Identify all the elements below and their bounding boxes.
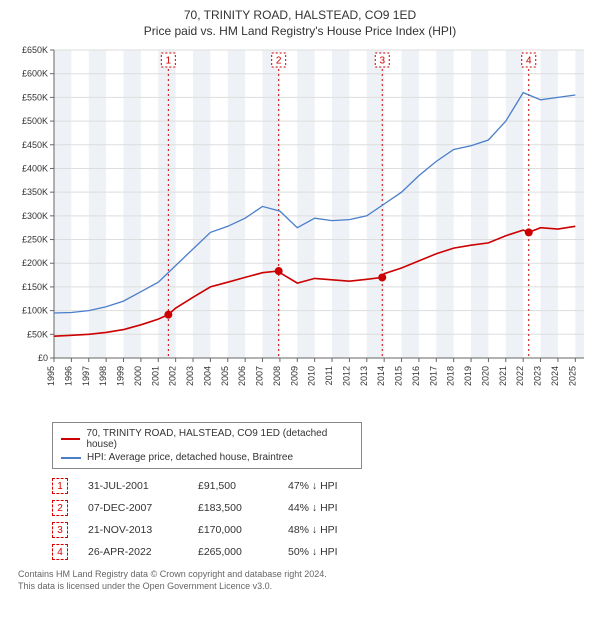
event-date: 31-JUL-2001 <box>88 480 178 492</box>
event-row: 3 21-NOV-2013 £170,000 48% ↓ HPI <box>52 519 582 541</box>
events-table: 1 31-JUL-2001 £91,500 47% ↓ HPI 2 07-DEC-2007… <box>52 475 582 563</box>
svg-text:1999: 1999 <box>116 366 126 386</box>
svg-text:2024: 2024 <box>550 366 560 386</box>
svg-text:2020: 2020 <box>480 366 490 386</box>
legend-swatch <box>61 457 81 459</box>
event-date: 21-NOV-2013 <box>88 524 178 536</box>
event-row: 1 31-JUL-2001 £91,500 47% ↓ HPI <box>52 475 582 497</box>
svg-text:2022: 2022 <box>515 366 525 386</box>
event-marker-box: 1 <box>52 478 68 494</box>
svg-text:1998: 1998 <box>98 366 108 386</box>
svg-text:2025: 2025 <box>567 366 577 386</box>
svg-text:£450K: £450K <box>22 140 48 150</box>
event-marker-box: 4 <box>52 544 68 560</box>
svg-text:2013: 2013 <box>359 366 369 386</box>
svg-text:2006: 2006 <box>237 366 247 386</box>
svg-text:1996: 1996 <box>63 366 73 386</box>
svg-text:2015: 2015 <box>394 366 404 386</box>
legend-label: HPI: Average price, detached house, Brai… <box>87 452 293 463</box>
svg-text:£250K: £250K <box>22 235 48 245</box>
attribution-footer: Contains HM Land Registry data © Crown c… <box>18 569 582 592</box>
page-title-line1: 70, TRINITY ROAD, HALSTEAD, CO9 1ED <box>8 8 592 22</box>
footer-line1: Contains HM Land Registry data © Crown c… <box>18 569 582 581</box>
svg-text:2023: 2023 <box>533 366 543 386</box>
svg-text:2021: 2021 <box>498 366 508 386</box>
event-row: 2 07-DEC-2007 £183,500 44% ↓ HPI <box>52 497 582 519</box>
svg-text:3: 3 <box>379 56 385 67</box>
svg-text:2012: 2012 <box>341 366 351 386</box>
svg-text:£100K: £100K <box>22 306 48 316</box>
event-pct: 44% ↓ HPI <box>288 502 378 514</box>
price-chart: £0 £50K £100K £150K £200K £250K £300K £350K £400… <box>8 38 592 418</box>
event-row: 4 26-APR-2022 £265,000 50% ↓ HPI <box>52 541 582 563</box>
svg-text:£50K: £50K <box>27 329 48 339</box>
event-pct: 50% ↓ HPI <box>288 546 378 558</box>
event-date: 07-DEC-2007 <box>88 502 178 514</box>
svg-text:2016: 2016 <box>411 366 421 386</box>
event-price: £265,000 <box>198 546 268 558</box>
legend-item: HPI: Average price, detached house, Brai… <box>61 451 353 464</box>
svg-text:2011: 2011 <box>324 366 334 385</box>
legend-item: 70, TRINITY ROAD, HALSTEAD, CO9 1ED (det… <box>61 427 353 451</box>
page-title-line2: Price paid vs. HM Land Registry's House … <box>8 24 592 38</box>
svg-text:1997: 1997 <box>81 366 91 386</box>
svg-text:£150K: £150K <box>22 282 48 292</box>
svg-text:2019: 2019 <box>463 366 473 386</box>
event-date: 26-APR-2022 <box>88 546 178 558</box>
footer-line2: This data is licensed under the Open Gov… <box>18 581 582 593</box>
svg-text:2017: 2017 <box>428 366 438 386</box>
svg-text:4: 4 <box>526 56 532 67</box>
svg-text:2004: 2004 <box>202 366 212 386</box>
svg-text:£200K: £200K <box>22 258 48 268</box>
svg-text:2009: 2009 <box>289 366 299 386</box>
legend: 70, TRINITY ROAD, HALSTEAD, CO9 1ED (det… <box>52 422 362 469</box>
legend-label: 70, TRINITY ROAD, HALSTEAD, CO9 1ED (det… <box>86 428 353 450</box>
svg-text:1995: 1995 <box>46 366 56 386</box>
svg-text:2014: 2014 <box>376 366 386 386</box>
svg-text:2005: 2005 <box>220 366 230 386</box>
event-pct: 47% ↓ HPI <box>288 480 378 492</box>
svg-text:2018: 2018 <box>446 366 456 386</box>
event-marker-box: 2 <box>52 500 68 516</box>
legend-swatch <box>61 438 80 440</box>
svg-text:£600K: £600K <box>22 69 48 79</box>
svg-text:£300K: £300K <box>22 211 48 221</box>
svg-text:£350K: £350K <box>22 187 48 197</box>
svg-text:2010: 2010 <box>307 366 317 386</box>
svg-text:2002: 2002 <box>168 366 178 386</box>
svg-text:£500K: £500K <box>22 116 48 126</box>
event-pct: 48% ↓ HPI <box>288 524 378 536</box>
event-price: £183,500 <box>198 502 268 514</box>
svg-text:1: 1 <box>166 56 172 67</box>
svg-text:£0: £0 <box>38 353 48 363</box>
svg-text:£550K: £550K <box>22 92 48 102</box>
event-price: £170,000 <box>198 524 268 536</box>
svg-text:£400K: £400K <box>22 163 48 173</box>
event-price: £91,500 <box>198 480 268 492</box>
svg-text:2003: 2003 <box>185 366 195 386</box>
svg-text:2007: 2007 <box>255 366 265 386</box>
svg-text:2008: 2008 <box>272 366 282 386</box>
svg-text:2: 2 <box>276 56 282 67</box>
svg-text:2001: 2001 <box>150 366 160 386</box>
svg-text:£650K: £650K <box>22 45 48 55</box>
event-marker-box: 3 <box>52 522 68 538</box>
svg-text:2000: 2000 <box>133 366 143 386</box>
